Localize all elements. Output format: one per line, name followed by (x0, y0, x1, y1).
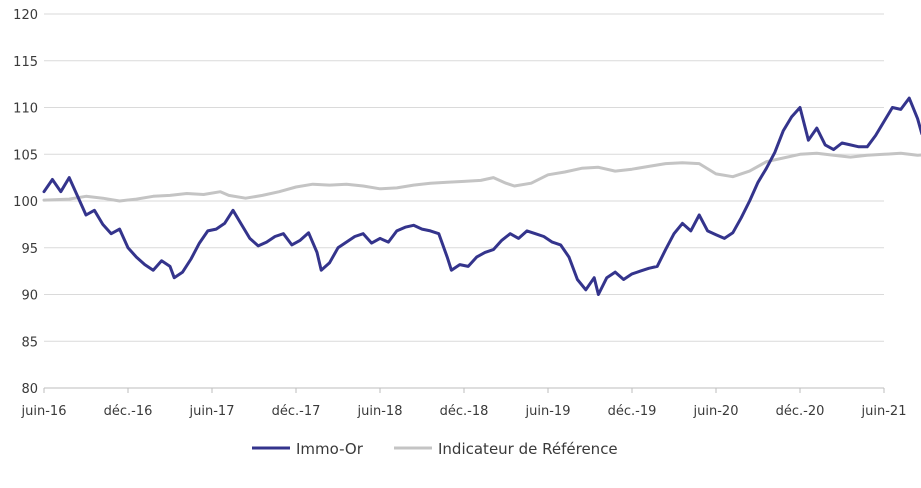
x-tick-label: juin-21 (861, 404, 907, 419)
x-tick-label: juin-16 (21, 404, 67, 419)
x-tick-label: juin-19 (525, 404, 571, 419)
series-lines (42, 96, 921, 296)
y-tick-label: 115 (13, 55, 38, 70)
x-tick-label: juin-20 (693, 404, 739, 419)
y-tick-label: 110 (13, 102, 38, 117)
series-line-indicateur-de-reference (42, 151, 921, 203)
x-tick-label: déc.-18 (440, 404, 489, 419)
x-tick-label: juin-17 (189, 404, 235, 419)
y-tick-label: 90 (21, 289, 38, 304)
y-tick-label: 95 (21, 242, 38, 257)
x-tick-label: déc.-20 (776, 404, 825, 419)
legend-label-immo-or: Immo-Or (296, 440, 364, 458)
x-tick-label: déc.-16 (104, 404, 153, 419)
x-axis-ticks (43, 388, 885, 393)
legend: Immo-Or Indicateur de Référence (252, 440, 618, 458)
legend-label-indicateur-de-reference: Indicateur de Référence (438, 440, 618, 458)
x-tick-label: juin-18 (357, 404, 403, 419)
y-tick-label: 120 (13, 8, 38, 23)
y-tick-label: 100 (13, 195, 38, 210)
x-tick-label: déc.-19 (608, 404, 657, 419)
y-tick-label: 85 (21, 335, 38, 350)
y-tick-label: 105 (13, 148, 38, 163)
y-axis-tick-labels: 80 85 90 95 100 105 110 115 120 (13, 8, 38, 397)
y-tick-label: 80 (21, 382, 38, 397)
x-tick-label: déc.-17 (272, 404, 321, 419)
x-axis-tick-labels: juin-16 déc.-16 juin-17 déc.-17 juin-18 déc.-… (21, 404, 907, 419)
series-line-immo-or (42, 96, 921, 296)
gridlines (44, 13, 884, 342)
